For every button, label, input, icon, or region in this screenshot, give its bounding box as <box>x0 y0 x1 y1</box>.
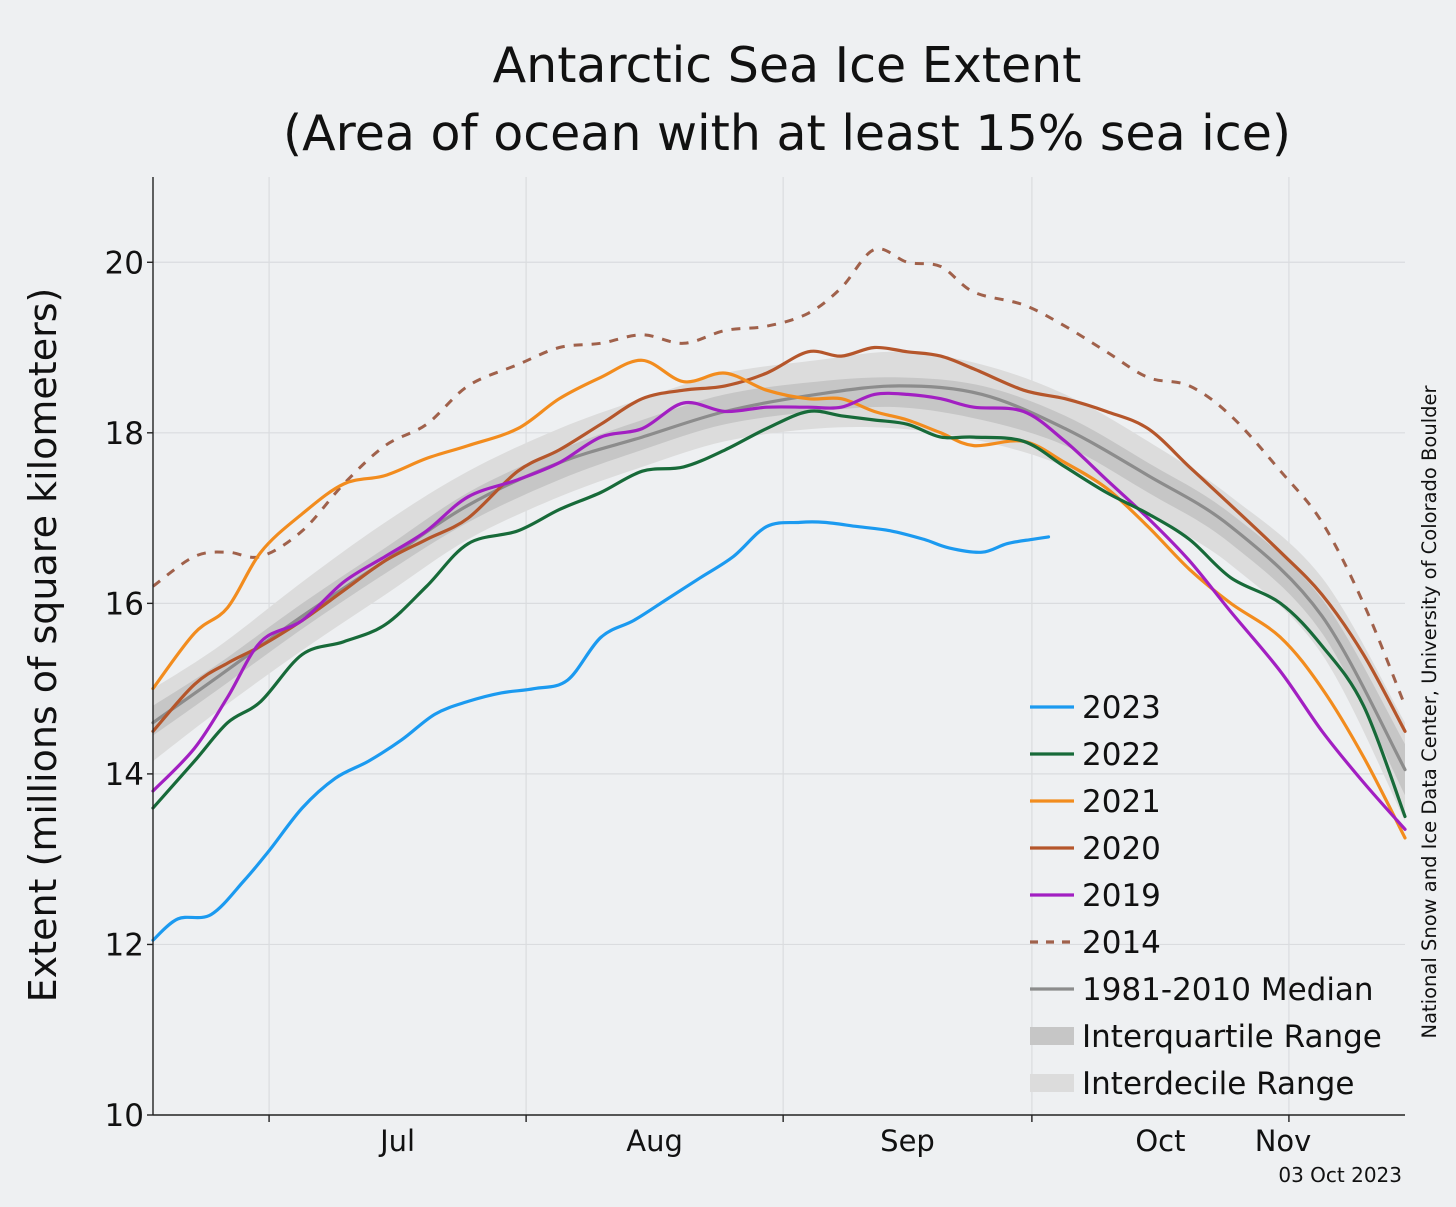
legend-item-2021: 2021 <box>1030 784 1161 820</box>
legend-item-2020: 2020 <box>1030 831 1161 867</box>
y-tick-label-10: 10 <box>105 1098 144 1134</box>
legend-item-interquartile-range: Interquartile Range <box>1030 1019 1382 1055</box>
legend-item-1981-2010-median: 1981-2010 Median <box>1030 972 1374 1008</box>
legend-item-2019: 2019 <box>1030 878 1161 914</box>
legend-label-2014: 2014 <box>1082 925 1161 961</box>
legend: 2023 2022 2021 2020 2019 2014 1981-2010 Median… <box>1030 690 1382 1102</box>
series-line-2021 <box>151 358 1407 840</box>
x-tick-label-jul: Jul <box>378 1124 415 1158</box>
date-stamp: 03 Oct 2023 <box>1278 1163 1402 1187</box>
series-line-2023 <box>151 520 1051 942</box>
legend-label-2022: 2022 <box>1082 737 1161 773</box>
legend-label-2023: 2023 <box>1082 690 1161 726</box>
x-tick-label-oct: Oct <box>1135 1124 1185 1158</box>
series-line-2020 <box>151 345 1407 733</box>
y-tick-label-20: 20 <box>105 245 144 281</box>
legend-label-2021: 2021 <box>1082 784 1161 820</box>
legend-label-2020: 2020 <box>1082 831 1161 867</box>
series-line-2014 <box>152 247 1407 707</box>
y-tick-label-16: 16 <box>105 586 144 622</box>
series-line-1981-2010-median <box>151 384 1407 772</box>
y-axis-label: Extent (millions of square kilometers) <box>21 288 65 1003</box>
credit-text: National Snow and Ice Data Center, Unive… <box>1418 385 1441 1039</box>
legend-label-1981-2010-median: 1981-2010 Median <box>1082 972 1374 1008</box>
legend-item-2022: 2022 <box>1030 737 1161 773</box>
legend-swatch-interquartile-range <box>1030 1027 1074 1045</box>
y-tick-label-18: 18 <box>105 416 144 452</box>
plot-area: 10 12 14 16 18 20 Jul Aug Sep Oct Nov <box>105 177 1407 1158</box>
legend-item-2023: 2023 <box>1030 690 1161 726</box>
series-line-2019 <box>151 391 1407 831</box>
legend-swatch-interdecile-range <box>1030 1074 1074 1092</box>
x-tick-label-sep: Sep <box>880 1124 935 1158</box>
x-tick-label-nov: Nov <box>1255 1124 1312 1158</box>
y-tick-label-14: 14 <box>105 757 144 793</box>
legend-label-interdecile-range: Interdecile Range <box>1082 1066 1354 1102</box>
legend-item-2014: 2014 <box>1030 925 1161 961</box>
y-tick-label-12: 12 <box>105 927 144 963</box>
legend-label-interquartile-range: Interquartile Range <box>1082 1019 1382 1055</box>
series-line-2022 <box>151 409 1407 819</box>
legend-label-2019: 2019 <box>1082 878 1161 914</box>
chart-subtitle: (Area of ocean with at least 15% sea ice… <box>283 105 1291 162</box>
chart-title: Antarctic Sea Ice Extent <box>493 37 1082 94</box>
band-interdecile-range <box>153 351 1405 821</box>
x-tick-label-aug: Aug <box>626 1124 683 1158</box>
legend-item-interdecile-range: Interdecile Range <box>1030 1066 1354 1102</box>
